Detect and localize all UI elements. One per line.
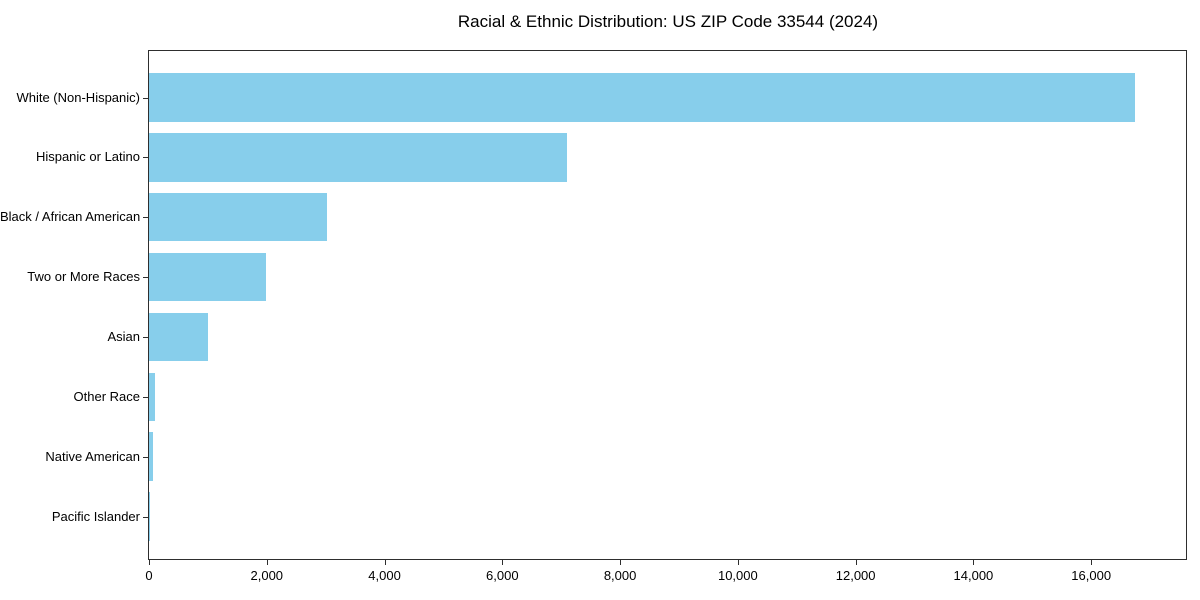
x-tick-label: 12,000 [835,568,876,583]
bar [149,133,568,182]
y-tick-mark [143,397,148,398]
y-tick-label: Two or More Races [27,269,140,285]
x-tick-label: 2,000 [250,568,284,583]
y-tick-mark [143,157,148,158]
y-tick-label: Black / African American [0,209,141,225]
y-tick-label: Other Race [73,388,140,404]
x-tick-mark [620,560,621,565]
y-tick-label: Native American [45,448,140,464]
x-tick-mark [267,560,268,565]
x-tick-mark [502,560,503,565]
x-tick-label: 4,000 [368,568,401,583]
x-tick-mark [1091,560,1092,565]
bar [149,192,328,242]
y-tick-mark [143,457,148,458]
bar [149,432,153,481]
y-tick-mark [143,277,148,278]
bar [149,73,1136,122]
x-tick-mark [973,560,974,565]
bar [149,492,150,541]
chart-title: Racial & Ethnic Distribution: US ZIP Cod… [457,12,879,31]
bar [149,372,155,422]
y-tick-mark [143,337,148,338]
x-tick-mark [738,560,739,565]
x-tick-mark [856,560,857,565]
x-tick-label: 8,000 [603,568,637,583]
bar [149,252,266,302]
y-tick-label: White (Non-Hispanic) [16,89,140,105]
x-tick-mark [385,560,386,565]
bar [149,312,209,362]
y-tick-label: Pacific Islander [51,508,140,524]
x-tick-mark [149,560,150,565]
x-tick-label: 0 [145,568,153,583]
plot-area [148,50,1187,560]
y-tick-label: Hispanic or Latino [35,149,140,165]
y-tick-label: Asian [107,328,140,344]
y-tick-mark [143,98,148,99]
y-tick-mark [143,217,148,218]
x-tick-label: 16,000 [1071,568,1112,583]
x-tick-label: 6,000 [486,568,519,583]
x-tick-label: 14,000 [953,568,994,583]
y-tick-mark [143,517,148,518]
x-tick-label: 10,000 [717,568,758,583]
